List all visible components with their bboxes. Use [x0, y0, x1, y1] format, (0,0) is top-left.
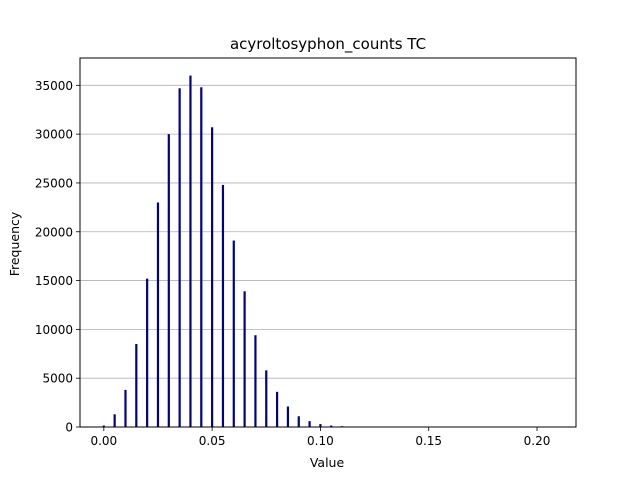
y-tick-label: 5000	[42, 372, 73, 386]
gridlines	[80, 84, 576, 379]
histogram-bar	[167, 134, 170, 427]
x-tick-label: 0.15	[415, 434, 442, 448]
x-tick-label: 0.10	[307, 434, 334, 448]
histogram-bar	[211, 127, 214, 428]
histogram-bar	[286, 406, 290, 427]
histogram-bar	[124, 389, 127, 427]
y-tick-label: 15000	[35, 274, 73, 288]
y-tick-label: 0	[65, 421, 73, 435]
x-axis-label: Value	[310, 455, 345, 470]
histogram-bar	[146, 278, 149, 427]
histogram-bar	[330, 425, 333, 427]
histogram-bar	[102, 425, 105, 427]
y-tick-label: 35000	[35, 79, 73, 93]
histogram-bar	[232, 240, 235, 427]
histogram-bar	[156, 202, 160, 427]
x-tick-label: 0.20	[524, 434, 551, 448]
y-axis-ticks: 0 5000 10000 15000 20000 25000 30000 35000	[35, 79, 80, 435]
histogram-bar	[221, 184, 225, 427]
x-axis-ticks: 0.00 0.05 0.10 0.15 0.20	[90, 427, 550, 448]
histogram-bar	[113, 414, 116, 427]
histogram-bar	[254, 335, 257, 427]
histogram-bar	[243, 291, 246, 427]
histogram-bar	[189, 75, 192, 428]
y-tick-label: 25000	[35, 176, 73, 190]
x-tick-label: 0.05	[199, 434, 226, 448]
chart-title: acyroltosyphon_counts TC	[230, 35, 426, 54]
histogram-bar	[276, 391, 279, 427]
x-tick-label: 0.00	[90, 434, 117, 448]
plot-frame	[79, 57, 577, 428]
y-tick-label: 10000	[35, 323, 73, 337]
histogram-bar	[178, 88, 181, 427]
y-axis-label: Frequency	[7, 211, 22, 276]
histogram-bar	[135, 344, 138, 427]
histogram-bar	[308, 421, 311, 427]
y-tick-label: 30000	[35, 128, 73, 142]
histogram-bar	[297, 416, 300, 427]
bars	[102, 75, 344, 428]
histogram-bar	[200, 87, 203, 428]
histogram-bar	[265, 370, 268, 427]
histogram-bar	[319, 424, 322, 427]
y-tick-label: 20000	[35, 225, 73, 239]
